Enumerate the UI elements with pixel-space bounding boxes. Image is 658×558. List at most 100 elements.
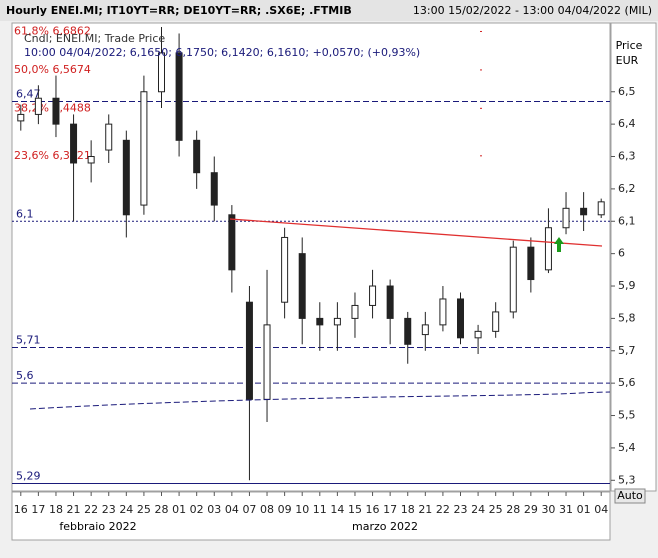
x-tick-label: 18 <box>401 503 415 516</box>
y-tick-label: 5,3 <box>618 473 636 486</box>
y-tick-label: 5,4 <box>618 441 636 454</box>
candle-body <box>316 317 324 326</box>
auto-button[interactable] <box>614 488 646 504</box>
candle-body <box>333 317 341 326</box>
candle-body <box>421 324 429 336</box>
candle-body <box>562 207 570 229</box>
level-label: 5,6 <box>16 369 34 382</box>
candle-body <box>17 113 25 122</box>
x-tick-label: 30 <box>541 503 555 516</box>
x-tick-label: 16 <box>366 503 380 516</box>
candle-body <box>457 298 464 339</box>
x-tick-label: 31 <box>559 503 573 516</box>
x-tick-label: 15 <box>348 503 362 516</box>
level-label: 5,29 <box>16 470 41 483</box>
auto-button-label[interactable]: Auto <box>617 489 643 502</box>
level-label: 6,1 <box>16 207 34 220</box>
fib-label: 23,6% 6,3021 <box>14 149 91 162</box>
y-tick-label: 6 <box>618 247 625 260</box>
x-tick-label: 08 <box>260 503 274 516</box>
fib-label: 61,8% 6,6862 <box>14 24 91 37</box>
x-tick-label: 04 <box>225 503 239 516</box>
candle-body <box>175 52 183 141</box>
y-tick-label: 6,2 <box>618 182 636 195</box>
candle-body <box>509 246 517 313</box>
y-tick-label: 5,6 <box>618 376 636 389</box>
x-tick-label: 11 <box>313 503 327 516</box>
x-tick-label: 28 <box>506 503 520 516</box>
header-bar <box>0 0 658 21</box>
level-label: 6,47 <box>16 87 41 100</box>
x-tick-label: 28 <box>155 503 169 516</box>
x-tick-label: 01 <box>172 503 186 516</box>
candle-body <box>351 304 359 319</box>
candle-body <box>34 97 42 115</box>
candle-body <box>140 91 148 206</box>
signal-arrow <box>554 237 564 252</box>
candle-body <box>597 201 605 216</box>
fib-label: 50,0% 6,5674 <box>14 63 91 76</box>
candle-body <box>281 236 289 303</box>
candle-body <box>298 253 306 319</box>
x-tick-label: 10 <box>295 503 309 516</box>
x-tick-label: 25 <box>137 503 151 516</box>
y-tick-label: 5,8 <box>618 311 636 324</box>
y-tick-label: 6,3 <box>618 150 636 163</box>
y-axis-label: Price <box>616 39 643 52</box>
x-tick-label: 21 <box>418 503 432 516</box>
candle-body <box>527 246 535 281</box>
x-tick-label: 23 <box>454 503 468 516</box>
x-tick-label: 04 <box>594 503 608 516</box>
candle-body <box>544 227 552 271</box>
x-tick-label: 17 <box>383 503 397 516</box>
legend-title: Cndl; ENEI.MI; Trade Price <box>24 32 165 45</box>
candle-body <box>386 285 394 319</box>
fib-label: 38,2% 6,4488 <box>14 101 91 114</box>
x-tick-label: 02 <box>190 503 204 516</box>
x-tick-label: 07 <box>242 503 256 516</box>
x-tick-label: 21 <box>67 503 81 516</box>
x-tick-label: 24 <box>471 503 485 516</box>
x-tick-label: 09 <box>278 503 292 516</box>
marks: 5,3 5,4 5,5 5,6 5,7 5,8 5,9 6 6,1 6,2 6,3 6,4 6,5 6,4… <box>12 24 636 516</box>
candle-body <box>404 317 412 345</box>
moving-average <box>29 391 611 410</box>
candle-body <box>228 214 236 271</box>
candle-body <box>263 324 271 400</box>
legend-values: 10:00 04/04/2022; 6,1650; 6,1750; 6,1420… <box>24 46 420 59</box>
x-tick-label: 14 <box>330 503 344 516</box>
candle-body <box>474 330 482 339</box>
candle-body <box>52 97 60 125</box>
candle-body <box>439 298 447 326</box>
y-tick-label: 6,5 <box>618 85 636 98</box>
level-label: 5,71 <box>16 334 41 347</box>
month-label: febbraio 2022 <box>59 520 136 533</box>
candle-body <box>369 285 377 306</box>
candle-body <box>193 139 201 174</box>
candle-body <box>580 207 588 216</box>
y-axis-area <box>610 22 657 492</box>
candle-body <box>105 123 113 151</box>
x-tick-label: 29 <box>524 503 538 516</box>
x-tick-label: 23 <box>102 503 116 516</box>
x-tick-label: 25 <box>489 503 503 516</box>
candle-body <box>245 301 253 400</box>
candle-body <box>492 311 500 332</box>
candle-body <box>122 139 130 216</box>
trendline <box>229 218 603 247</box>
x-tick-label: 16 <box>14 503 28 516</box>
x-tick-label: 17 <box>31 503 45 516</box>
y-tick-label: 5,7 <box>618 344 636 357</box>
x-tick-label: 22 <box>84 503 98 516</box>
x-tick-label: 24 <box>119 503 133 516</box>
candle-body <box>87 156 95 164</box>
y-tick-label: 5,5 <box>618 409 636 422</box>
y-tick-label: 5,9 <box>618 279 636 292</box>
y-tick-label: 6,4 <box>618 117 636 130</box>
chart-subtitle: 13:00 15/02/2022 - 13:00 04/04/2022 (MIL… <box>413 4 652 17</box>
chart-title: Hourly ENEI.MI; IT10YT=RR; DE10YT=RR; .S… <box>6 4 352 17</box>
y-tick-label: 6,1 <box>618 214 636 227</box>
candle-body <box>158 52 165 93</box>
